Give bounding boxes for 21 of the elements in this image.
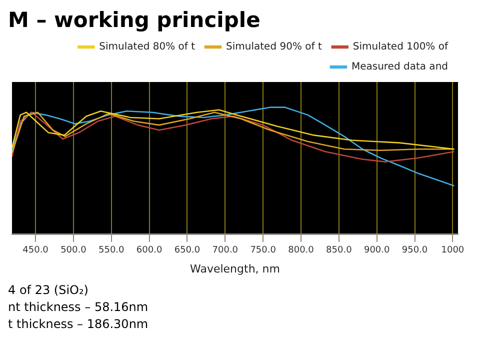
legend-label: Simulated 80% of t	[99, 42, 196, 53]
x-tick-label: 950.0	[402, 246, 428, 256]
x-tick-label: 450.0	[22, 246, 49, 256]
x-tick-label: 500.0	[60, 246, 87, 256]
text: nt thickness – 58.16nm	[8, 300, 150, 314]
text: t thickness – 186.30nm	[8, 317, 150, 331]
x-tick-label: 1000	[441, 246, 464, 256]
legend-label: Simulated 100% of	[352, 42, 448, 53]
x-tick-label: 750.0	[250, 246, 276, 256]
x-tick-label: 650.0	[174, 246, 200, 256]
text: 4 of 23 (SiO₂)	[8, 283, 90, 297]
x-tick-label: 700.0	[212, 246, 238, 256]
x-tick-label: 600.0	[136, 246, 162, 256]
x-tick-label: 850.0	[326, 246, 352, 256]
legend-label: Measured data and	[351, 62, 448, 73]
chart-title: M – working principle	[8, 8, 262, 32]
x-axis-title: Wavelength, nm	[190, 262, 280, 276]
legend-label: Simulated 90% of t	[226, 42, 322, 53]
x-tick-label: 550.0	[98, 246, 125, 256]
x-tick-label: 800.0	[288, 246, 314, 256]
x-tick-label: 900.0	[364, 246, 390, 256]
